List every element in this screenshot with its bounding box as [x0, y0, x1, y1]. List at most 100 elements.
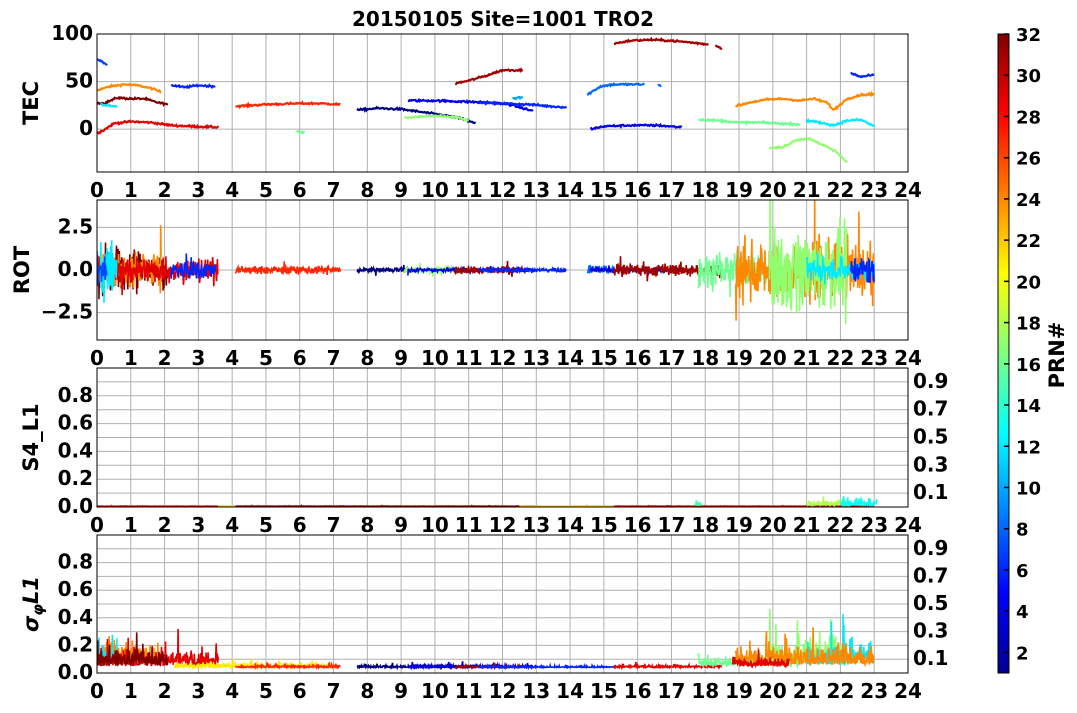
series-prn-6: [170, 253, 216, 279]
x-tick-label: 24: [894, 178, 922, 202]
x-tick-label: 24: [894, 346, 922, 370]
series-group: [97, 200, 875, 324]
series-prn-6: [478, 662, 615, 670]
x-tick-label: 10: [421, 346, 449, 370]
tec-series-prn-24: [734, 90, 875, 112]
x-tick-label: 3: [191, 346, 205, 370]
x-tick-label: 11: [455, 513, 483, 537]
series-group: [97, 608, 875, 671]
tec-series-prn-31: [455, 67, 524, 86]
colorbar-tick-label: 4: [1016, 602, 1029, 623]
x-tick-label: 23: [860, 178, 888, 202]
series-prn-29: [613, 661, 723, 671]
colorbar-tick-label: 10: [1016, 478, 1041, 499]
series-prn-22: [519, 504, 615, 507]
y-tick-label: 100: [51, 21, 93, 45]
y-tick-label: 0.4: [58, 605, 93, 629]
colorbar-tick-label: 16: [1016, 355, 1041, 376]
x-tick-label: 15: [590, 178, 618, 202]
x-tick-label: 2: [158, 346, 172, 370]
x-tick-label: 15: [590, 679, 618, 703]
x-tick-label: 20: [759, 346, 787, 370]
x-tick-label: 14: [556, 513, 584, 537]
y-tick-label: 0.6: [58, 411, 93, 435]
colorbar-tick-label: 12: [1016, 437, 1041, 458]
x-tick-label: 0: [90, 178, 104, 202]
x-tick-label: 17: [658, 346, 686, 370]
x-tick-label: 4: [225, 513, 239, 537]
axes-frame: [96, 367, 909, 508]
x-tick-label: 15: [590, 513, 618, 537]
series-prn-29: [97, 504, 219, 507]
series-prn-13: [839, 496, 878, 507]
x-tick-label: 8: [360, 513, 374, 537]
x-tick-label: 24: [894, 513, 922, 537]
panel-4: 0 1 2 3 4 5 6 7 8 9 10 11 12 13 14 15 16 17 18 19 20 21 22 23 24…: [19, 534, 948, 703]
x-tick-label: 17: [658, 178, 686, 202]
y-tick-label: 0.1: [913, 480, 948, 504]
colorbar-tick-label: 24: [1016, 190, 1041, 211]
y-tick-label: 0.3: [913, 619, 948, 643]
tec-series-prn-31: [613, 36, 709, 46]
x-tick-label: 4: [225, 178, 239, 202]
y-tick-label: 0.2: [58, 466, 93, 490]
x-tick-label: 3: [191, 178, 205, 202]
y-tick-label: 0.8: [58, 550, 93, 574]
x-tick-label: 0: [90, 679, 104, 703]
x-tick-label: 7: [327, 513, 341, 537]
series-prn-27: [234, 661, 341, 671]
x-tick-label: 20: [759, 178, 787, 202]
x-tick-label: 0: [90, 346, 104, 370]
x-tick-label: 6: [293, 346, 307, 370]
y-tick-label: 0.1: [913, 646, 948, 670]
series-prn-24: [734, 200, 875, 321]
colorbar-tick-label: 30: [1016, 66, 1041, 87]
x-tick-label: 9: [394, 513, 408, 537]
colorbar-tick-label: 8: [1016, 520, 1029, 541]
x-tick-label: 16: [624, 679, 652, 703]
tec-series-prn-16: [698, 117, 801, 127]
x-tick-label: 3: [191, 513, 205, 537]
y-tick-label: 0: [79, 116, 93, 140]
colorbar-tick-label: 20: [1016, 272, 1041, 293]
x-tick-label: 14: [556, 679, 584, 703]
x-tick-label: 6: [293, 513, 307, 537]
x-tick-label: 1: [124, 679, 138, 703]
x-tick-label: 4: [225, 679, 239, 703]
x-tick-label: 7: [327, 178, 341, 202]
axes-frame: [96, 33, 909, 173]
x-tick-label: 1: [124, 346, 138, 370]
x-tick-label: 19: [725, 178, 753, 202]
x-tick-label: 7: [327, 679, 341, 703]
x-tick-label: 3: [191, 679, 205, 703]
tec-series-prn-12: [805, 117, 875, 128]
x-tick-label: 10: [421, 679, 449, 703]
colorbar-gradient: [997, 33, 1010, 674]
tec-series-prn-24: [97, 82, 162, 94]
y-tick-label: 2.5: [58, 214, 93, 238]
x-tick-label: 17: [658, 513, 686, 537]
series-prn-12: [99, 240, 118, 303]
colorbar-tick-label: 6: [1016, 561, 1029, 582]
colorbar-tick-label: 28: [1016, 107, 1041, 128]
x-tick-label: 15: [590, 346, 618, 370]
y-tick-label: 0.0: [58, 494, 93, 518]
y-axis-label-suffix: L1: [19, 576, 43, 604]
series-prn-21: [173, 658, 334, 671]
series-group: [97, 496, 878, 507]
series-prn-27: [234, 261, 341, 276]
x-tick-label: 11: [455, 346, 483, 370]
series-prn-31: [613, 256, 723, 282]
y-axis-label: TEC: [19, 81, 43, 125]
x-tick-label: 4: [225, 346, 239, 370]
panel-1: 0 1 2 3 4 5 6 7 8 9 10 11 12 13 14 15 16 17 18 19 20 21 22 23 24…: [19, 21, 922, 202]
axes-frame: [96, 534, 909, 674]
colorbar-tick-label: 18: [1016, 314, 1041, 335]
tec-series-prn-4: [589, 122, 683, 131]
y-tick-label: 0.9: [913, 369, 948, 393]
x-tick-label: 12: [489, 679, 517, 703]
tec-series-prn-32: [97, 95, 169, 107]
panel-3: 0 1 2 3 4 5 6 7 8 9 10 11 12 13 14 15 16 17 18 19 20 21 22 23 24…: [19, 367, 948, 537]
x-tick-label: 16: [624, 513, 652, 537]
